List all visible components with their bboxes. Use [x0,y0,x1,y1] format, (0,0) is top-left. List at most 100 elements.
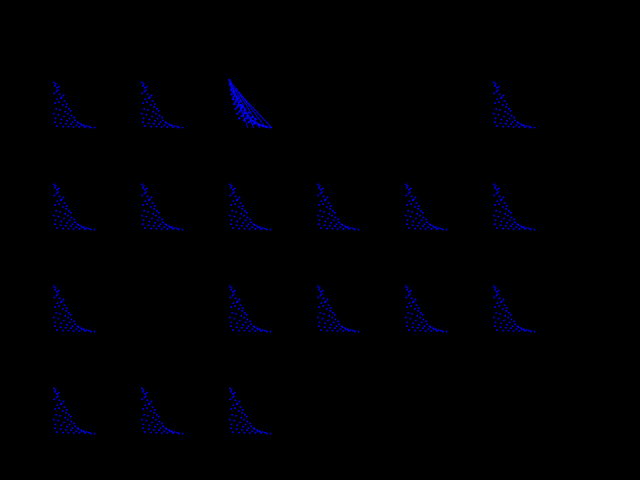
scatter-point [77,122,80,124]
scatter-point [232,200,235,202]
scatter-point [508,312,510,314]
scatter-point [254,330,257,332]
scatter-point [147,109,149,111]
scatter-point [238,117,241,120]
scatter-point [54,102,56,104]
scatter-point [243,227,246,230]
scatter-point [428,325,431,327]
scatter-point [327,304,330,306]
scatter-point [181,432,184,435]
scatter-point [229,81,232,84]
scatter-point [54,121,56,123]
scatter-point [229,296,232,299]
scatter-point [339,328,342,330]
scatter-point [149,96,151,99]
scatter-point [144,200,147,202]
scatter-point [505,122,507,125]
scatter-point [352,329,354,332]
scatter-point [321,289,324,292]
scatter-point [494,289,496,291]
scatter-point [235,326,238,328]
scatter-point [54,185,57,187]
scatter-point [318,321,321,324]
scatter-point [500,220,503,223]
scatter-point [503,115,505,118]
scatter-point [143,396,146,399]
scatter-point [493,285,495,288]
scatter-point [80,429,82,431]
scatter-point [85,125,88,127]
scatter-point [67,214,69,217]
scatter-point [142,408,144,410]
scatter-point [246,429,248,431]
scatter-point [141,418,143,421]
scatter-point [505,307,508,309]
scatter-point [238,329,240,332]
scatter-point [413,206,416,208]
scatter-point [151,202,154,204]
scatter-point [244,423,247,426]
scatter-point [406,289,408,291]
scatter-point [67,329,70,332]
scatter-point [437,329,440,331]
scatter-point [145,419,148,422]
scatter-point [78,330,81,332]
scatter-point [153,208,155,210]
scatter-point [149,410,152,412]
scatter-point [256,327,258,329]
scatter-point [417,208,419,210]
scatter-point [73,218,75,221]
scatter-point [261,125,264,128]
scatter-point [231,414,233,416]
scatter-point [150,400,153,403]
scatter-point [241,428,243,431]
scatter-point [157,415,160,418]
scatter-point [494,204,496,206]
scatter-point [85,227,88,229]
scatter-point [335,223,338,225]
scatter-point [239,304,242,306]
scatter-plot [53,387,96,435]
scatter-point [230,427,232,429]
scatter-point [420,210,422,212]
scatter-point [317,214,319,217]
scatter-point [143,90,146,93]
scatter-point [334,216,337,219]
scatter-point [325,300,327,303]
scatter-point [417,326,419,329]
scatter-point [507,112,509,115]
scatter-point [352,227,354,230]
scatter-point [508,321,511,324]
scatter-point [142,117,145,120]
scatter-point [528,125,530,128]
scatter-point [249,218,251,221]
scatter-point [318,289,320,291]
scatter-point [518,228,521,230]
scatter-point [412,220,415,223]
scatter-point [142,187,144,189]
scatter-plot [229,285,272,333]
scatter-plot [141,81,184,129]
scatter-point [70,216,73,219]
scatter-point [76,325,79,327]
scatter-point [319,210,321,212]
scatter-point [250,221,252,224]
scatter-point [232,95,235,98]
scatter-point [241,104,244,107]
scatter-point [144,98,147,100]
scatter-point [523,126,526,128]
scatter-point [406,204,408,206]
scatter-point [144,404,147,406]
scatter-point [64,416,67,419]
scatter-point [54,423,57,426]
scatter-plot [317,285,360,333]
scatter-point [239,406,242,408]
scatter-point [354,330,356,333]
scatter-point [251,430,254,432]
scatter-point [56,431,58,433]
scatter-point [252,325,255,327]
scatter-point [525,125,528,127]
scatter-point [331,227,334,230]
scatter-point [405,316,407,319]
